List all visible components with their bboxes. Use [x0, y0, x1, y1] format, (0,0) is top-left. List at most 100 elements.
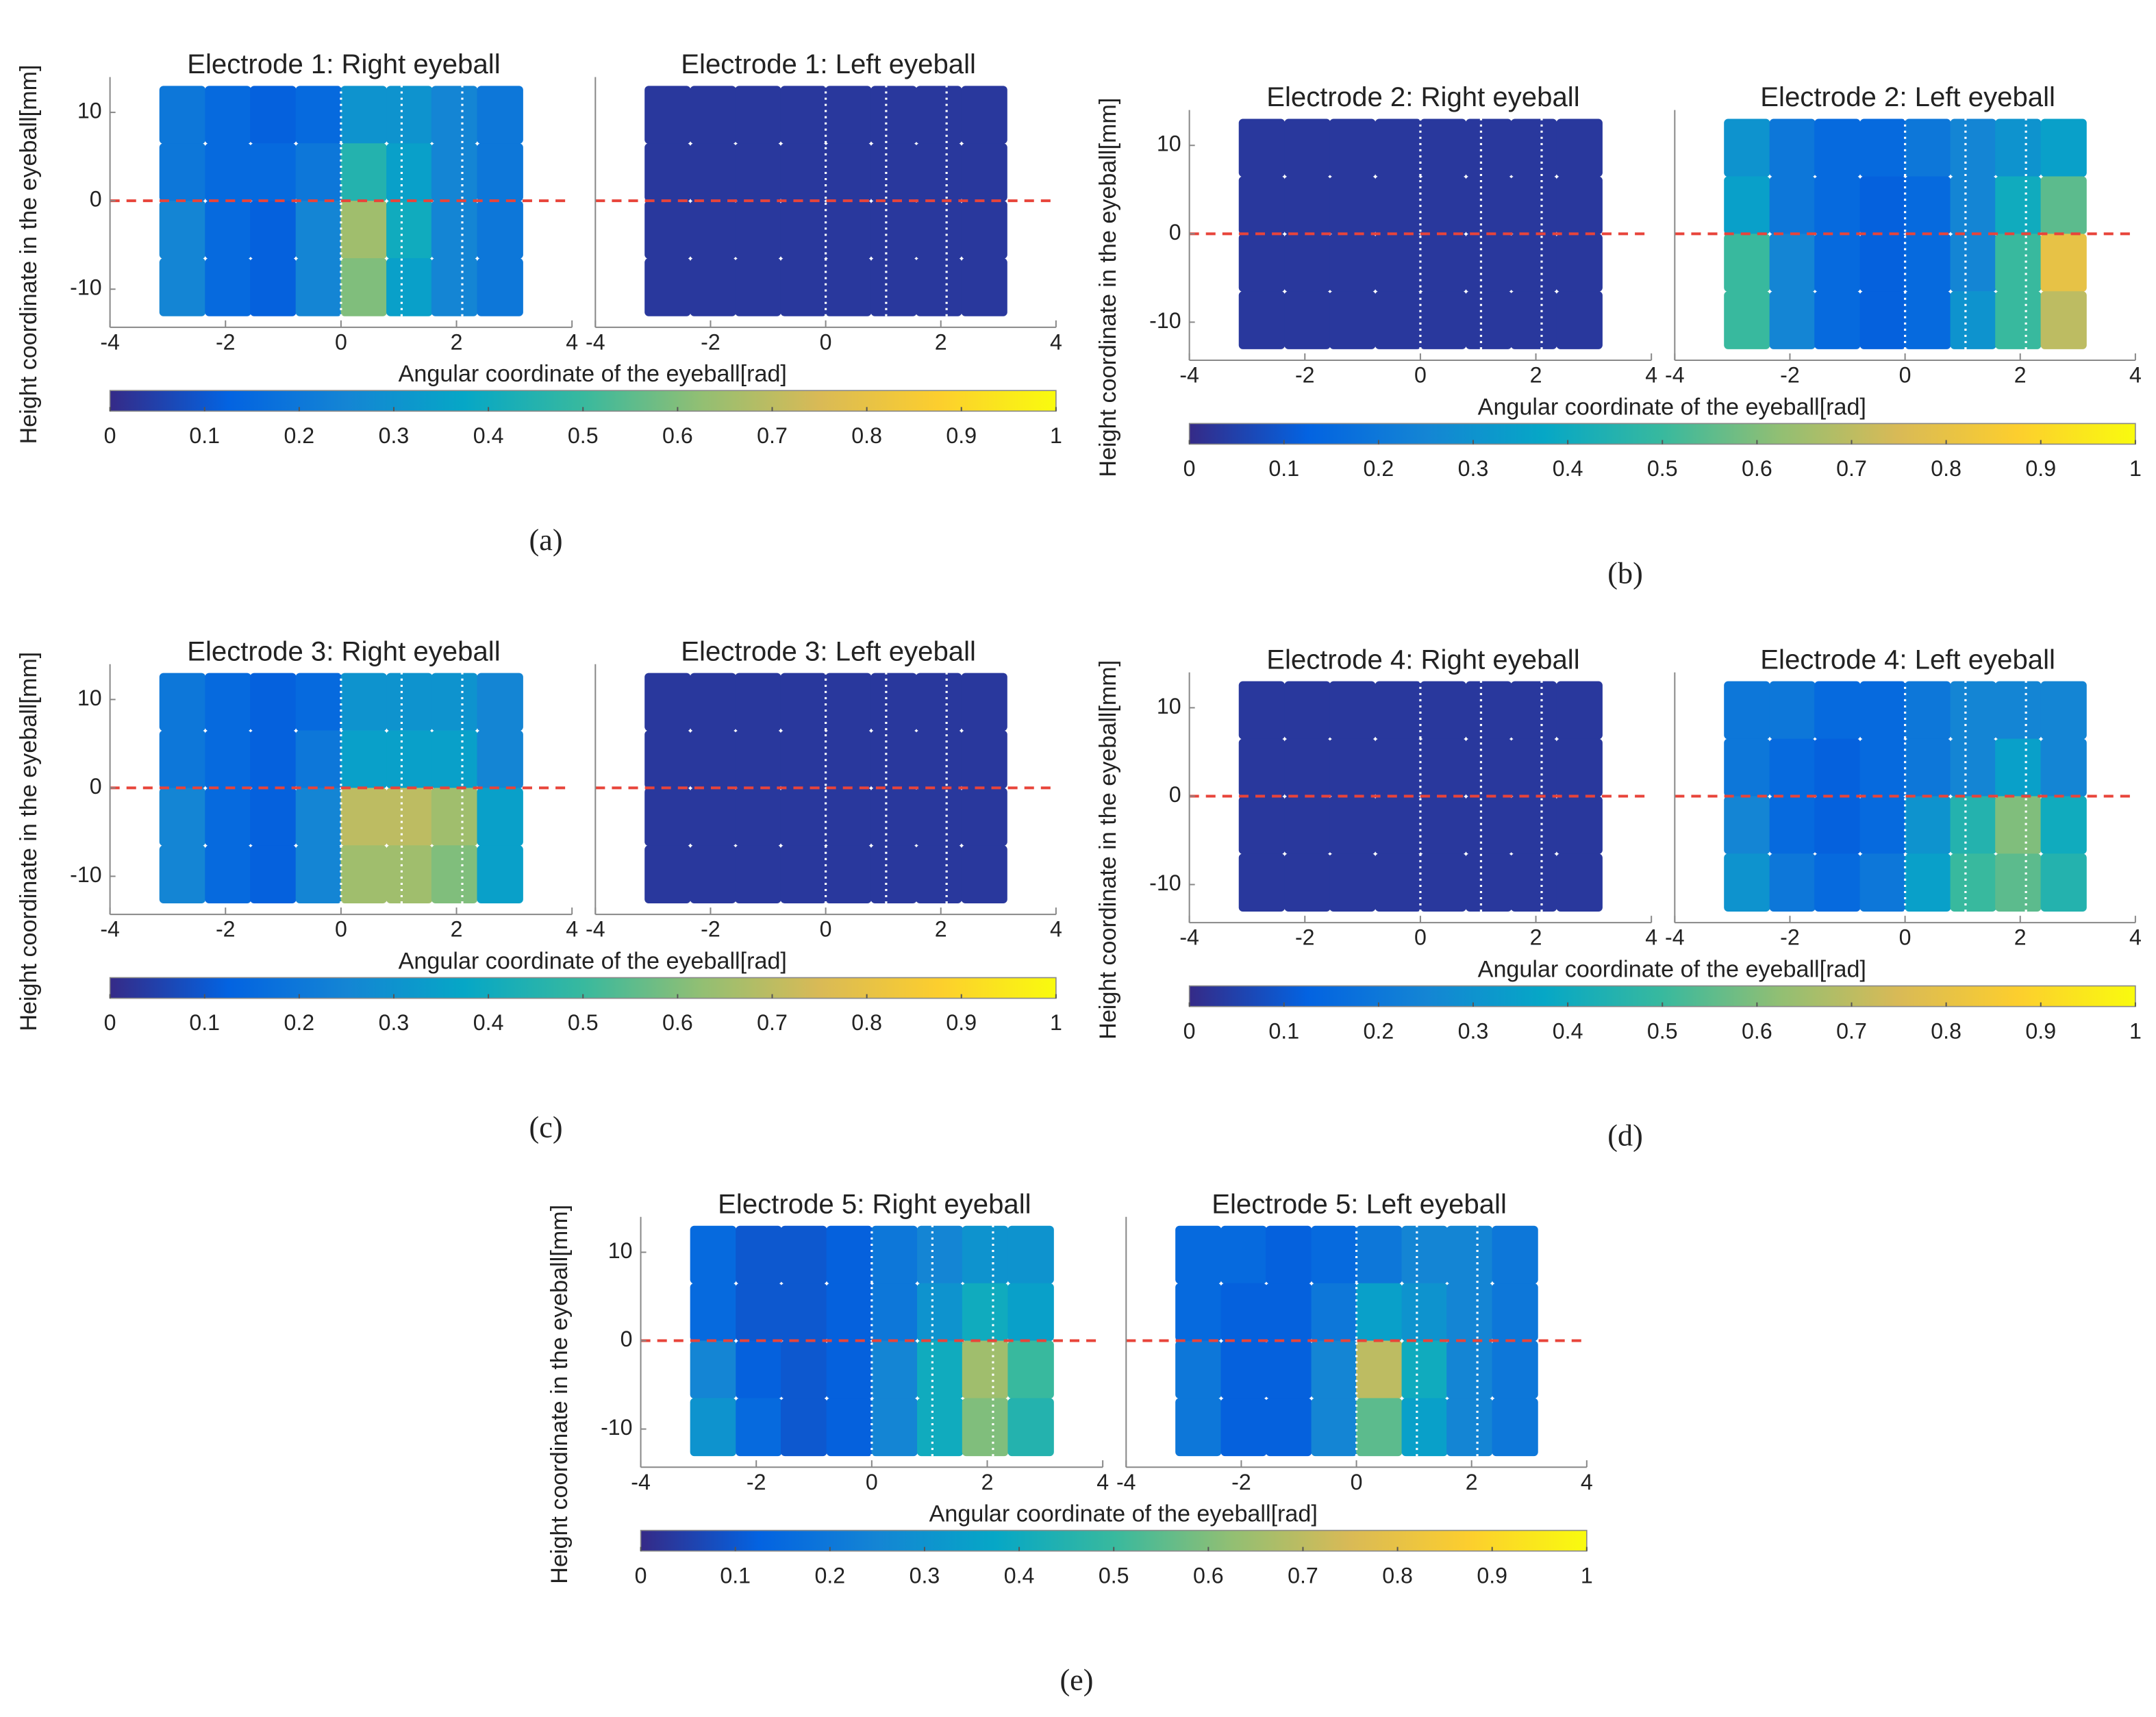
heat-cell — [961, 86, 1007, 145]
x-tick-label: -4 — [1665, 363, 1685, 388]
colorbar-tick-label: 0.5 — [568, 1010, 599, 1035]
heat-cell — [780, 845, 827, 904]
x-axis-label: Angular coordinate of the eyeball[rad] — [1478, 394, 1866, 420]
y-tick-label: -10 — [601, 1415, 632, 1440]
heat-cell — [1950, 176, 1996, 235]
heat-cell — [1466, 681, 1512, 740]
heat-cell — [780, 673, 827, 731]
heat-cell — [825, 201, 872, 259]
heat-cell — [1401, 1283, 1448, 1342]
x-tick-label: 0 — [1414, 925, 1427, 950]
heat-cell — [870, 86, 917, 145]
heat-cell — [340, 788, 387, 847]
x-tick-label: 2 — [935, 329, 947, 354]
heat-cell — [1356, 1225, 1403, 1284]
heat-cell — [1814, 118, 1861, 177]
colorbar-tick-label: 1 — [1050, 423, 1062, 448]
heat-cell — [1401, 1398, 1448, 1457]
x-tick-label: 4 — [1581, 1470, 1593, 1494]
panel-label: (a) — [529, 523, 563, 557]
colorbar-tick-label: 0 — [104, 423, 116, 448]
x-axis-label: Angular coordinate of the eyeball[rad] — [1478, 956, 1866, 982]
heat-cell — [477, 143, 523, 201]
heat-cell — [2040, 738, 2087, 797]
heat-cell — [2040, 681, 2087, 740]
heat-cell — [340, 86, 387, 145]
heat-cell — [1420, 738, 1466, 797]
heat-cell — [2040, 176, 2087, 235]
heat-cell — [1311, 1283, 1357, 1342]
y-tick-label: 0 — [1169, 782, 1181, 807]
heat-cell — [1492, 1283, 1538, 1342]
heat-cell — [1995, 738, 2042, 797]
heat-cell — [1556, 176, 1603, 235]
colorbar-tick-label: 0.7 — [1836, 456, 1867, 481]
x-tick-label: 2 — [1466, 1470, 1478, 1494]
heat-cell — [1375, 234, 1422, 292]
heat-cell — [1859, 681, 1906, 740]
heat-cell — [1769, 176, 1816, 235]
heat-cell — [1905, 738, 1951, 797]
heat-cell — [386, 730, 433, 789]
heat-cell — [1950, 118, 1996, 177]
heat-cell — [1905, 291, 1951, 349]
colorbar-tick-label: 0.9 — [946, 423, 977, 448]
heat-cell — [825, 258, 872, 316]
heat-cell — [477, 673, 523, 731]
heat-cell — [1375, 176, 1422, 235]
heat-cell — [1420, 234, 1466, 292]
heat-cell — [1238, 853, 1286, 912]
heat-cell — [1905, 681, 1951, 740]
heat-cell — [1238, 681, 1286, 740]
heat-cell — [340, 143, 387, 201]
heat-cell — [250, 788, 297, 847]
heat-cell — [2040, 291, 2087, 349]
heat-cell — [690, 845, 736, 904]
subplot-title: Electrode 1: Left eyeball — [681, 49, 976, 79]
heat-cell — [825, 673, 872, 731]
subplot-title: Electrode 5: Right eyeball — [718, 1188, 1031, 1219]
heat-cell — [1510, 234, 1557, 292]
heat-cell — [1724, 853, 1770, 912]
colorbar-tick-label: 0 — [1183, 1018, 1196, 1043]
heat-cell — [159, 201, 206, 259]
heat-cell — [386, 143, 433, 201]
heat-cell — [295, 673, 342, 731]
heat-cell — [386, 86, 433, 145]
panel-label: (b) — [1607, 556, 1643, 590]
heat-cell — [1238, 796, 1286, 855]
heat-cell — [1311, 1340, 1357, 1399]
x-tick-label: -2 — [1231, 1470, 1251, 1494]
heat-cell — [1510, 853, 1557, 912]
x-tick-label: 2 — [451, 329, 463, 354]
y-tick-label: -10 — [1149, 308, 1181, 333]
heat-cell — [1329, 291, 1376, 349]
heat-cell — [295, 258, 342, 316]
heat-cell — [1492, 1225, 1538, 1284]
y-tick-label: 10 — [608, 1238, 633, 1263]
colorbar-tick-label: 0 — [1183, 456, 1196, 481]
heat-cell — [1814, 291, 1861, 349]
heat-cell — [1266, 1283, 1312, 1342]
heat-cell — [690, 201, 736, 259]
heat-cell — [870, 201, 917, 259]
x-axis-label: Angular coordinate of the eyeball[rad] — [399, 948, 787, 974]
heat-cell — [1220, 1398, 1267, 1457]
x-tick-label: -4 — [1116, 1470, 1136, 1494]
heat-cell — [1724, 291, 1770, 349]
heat-cell — [340, 673, 387, 731]
heat-cell — [1401, 1225, 1448, 1284]
heat-cell — [826, 1398, 873, 1457]
heat-cell — [917, 1340, 964, 1399]
heat-cell — [961, 258, 1007, 316]
heat-cell — [1329, 796, 1376, 855]
heat-cell — [690, 1283, 737, 1342]
heat-cell — [159, 730, 206, 789]
colorbar-tick-label: 1 — [1050, 1010, 1062, 1035]
heat-cell — [735, 86, 781, 145]
x-tick-label: -2 — [1780, 925, 1800, 950]
y-tick-label: 0 — [621, 1327, 633, 1351]
x-tick-label: 0 — [820, 329, 832, 354]
x-tick-label: 0 — [335, 329, 347, 354]
heat-cell — [1859, 176, 1906, 235]
